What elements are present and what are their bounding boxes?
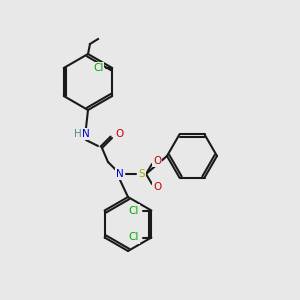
Text: O: O: [153, 182, 161, 192]
Text: Cl: Cl: [128, 232, 139, 242]
Text: N: N: [82, 129, 90, 139]
Text: Cl: Cl: [93, 63, 104, 73]
Text: S: S: [139, 169, 145, 179]
Text: H: H: [74, 129, 82, 139]
Text: N: N: [116, 169, 124, 179]
Text: O: O: [153, 156, 161, 166]
Text: O: O: [115, 129, 123, 139]
Text: Cl: Cl: [128, 206, 139, 215]
